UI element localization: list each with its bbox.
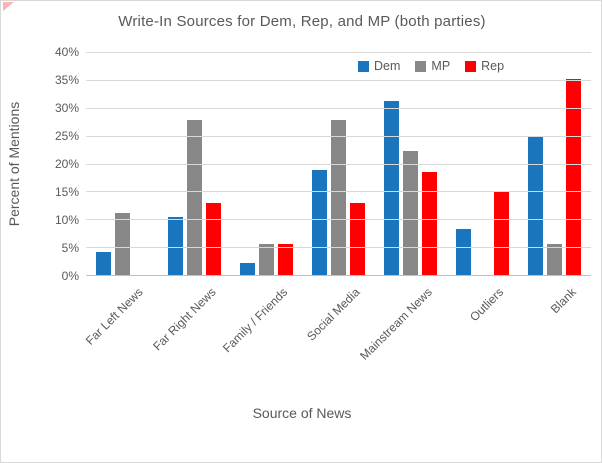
legend-label-dem: Dem <box>374 59 401 73</box>
y-tick-label-30: 30% <box>54 101 79 115</box>
bar-dem-far-right-news <box>167 216 183 275</box>
bar-group-outliers <box>447 52 519 275</box>
gridline-30 <box>86 107 591 109</box>
y-tick-label-5: 5% <box>61 241 79 255</box>
bar-rep-blank <box>566 78 582 275</box>
x-label-social-media: Social Media <box>303 285 363 344</box>
bar-rep-family-friends <box>277 244 293 275</box>
legend-label-mp: MP <box>431 59 451 73</box>
bar-mp-social-media <box>330 120 346 275</box>
legend-swatch-rep-icon <box>465 60 477 72</box>
x-axis-category-labels: Far Left News Far Right News Family / Frie… <box>83 281 591 391</box>
corner-marker-icon <box>3 2 14 11</box>
y-tick-label-40: 40% <box>54 45 79 59</box>
legend-item-rep: Rep <box>465 59 504 73</box>
x-label-far-right-news: Far Right News <box>149 285 219 354</box>
gridline-35 <box>86 79 591 81</box>
y-tick-label-20: 20% <box>54 157 79 171</box>
bar-rep-far-right-news <box>205 202 221 275</box>
gridline-40 <box>86 52 591 53</box>
x-label-far-left-news: Far Left News <box>83 285 146 348</box>
bar-group-mainstream-news <box>375 52 447 275</box>
x-label-mainstream-news: Mainstream News <box>356 285 435 363</box>
chart-title: Write-In Sources for Dem, Rep, and MP (b… <box>118 13 486 30</box>
y-axis-tick-labels: 0% 5% 10% 15% 20% 25% 30% 35% 40% <box>1 45 79 283</box>
gridline-25 <box>86 135 591 137</box>
y-tick-label-15: 15% <box>54 185 79 199</box>
x-label-family-friends: Family / Friends <box>220 285 291 356</box>
bar-rep-social-media <box>349 202 365 275</box>
x-label-outliers: Outliers <box>467 285 507 325</box>
bar-groups <box>86 52 591 275</box>
x-axis-title: Source of News <box>252 405 352 421</box>
bar-mp-family-friends <box>258 244 274 275</box>
bar-rep-mainstream-news <box>422 171 438 275</box>
bar-dem-family-friends <box>239 263 255 275</box>
y-tick-label-35: 35% <box>54 73 79 87</box>
legend-item-dem: Dem <box>358 59 400 73</box>
y-tick-label-25: 25% <box>54 129 79 143</box>
bar-mp-mainstream-news <box>403 151 419 275</box>
bar-group-blank <box>519 52 591 275</box>
legend-swatch-mp-icon <box>415 60 427 72</box>
bar-group-far-left-news <box>86 52 158 275</box>
bar-group-family-friends <box>230 52 302 275</box>
y-tick-label-0: 0% <box>61 269 79 283</box>
bar-dem-mainstream-news <box>384 100 400 275</box>
y-tick-label-10: 10% <box>54 213 79 227</box>
bar-group-far-right-news <box>158 52 230 275</box>
bar-mp-blank <box>547 244 563 275</box>
gridline-10 <box>86 219 591 221</box>
bar-rep-outliers <box>494 192 510 275</box>
legend-label-rep: Rep <box>481 59 505 73</box>
bar-dem-far-left-news <box>95 251 111 275</box>
bar-mp-far-right-news <box>186 120 202 275</box>
gridline-20 <box>86 163 591 165</box>
bar-mp-far-left-news <box>114 213 130 275</box>
legend-swatch-dem-icon <box>358 60 369 72</box>
legend: Dem MP Rep <box>358 59 504 73</box>
bar-group-social-media <box>302 52 374 275</box>
gridline-5 <box>86 247 591 249</box>
bar-dem-outliers <box>456 228 472 275</box>
gridline-15 <box>86 191 591 193</box>
legend-item-mp: MP <box>415 59 450 73</box>
bar-dem-blank <box>528 135 544 275</box>
x-label-blank: Blank <box>547 285 579 317</box>
plot-area <box>86 52 591 276</box>
bar-dem-social-media <box>311 170 327 275</box>
